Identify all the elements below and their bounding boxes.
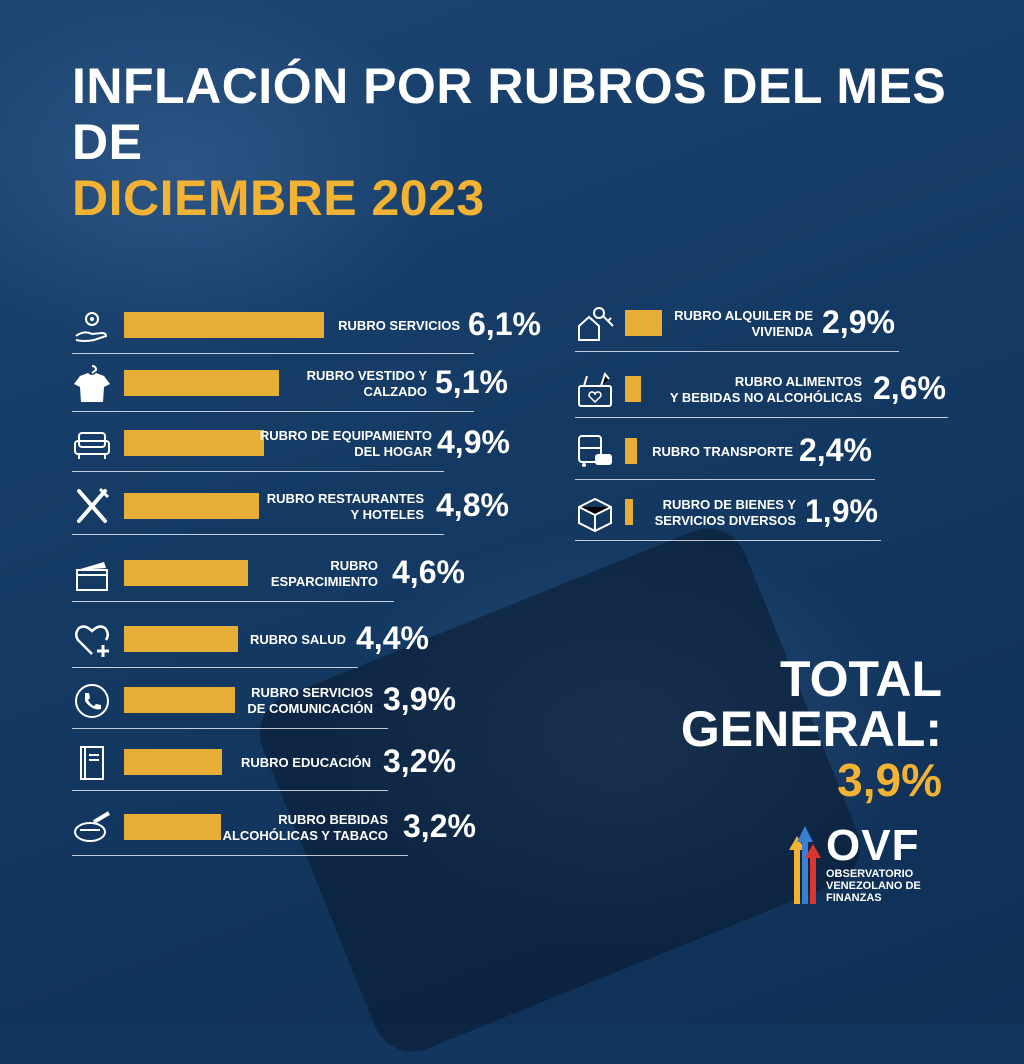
- box-icon: [575, 493, 615, 533]
- total-general: TOTAL GENERAL: 3,9%: [681, 654, 942, 806]
- fork-knife-icon: [72, 487, 112, 527]
- chart-bar: [124, 687, 235, 713]
- value-label: 5,1%: [435, 364, 508, 400]
- chart-bar: [625, 376, 641, 402]
- category-label: RUBRO VESTIDO Y CALZADO: [306, 368, 427, 399]
- category-label: RUBRO SERVICIOS: [338, 318, 460, 333]
- category-label: RUBRO TRANSPORTE: [652, 444, 793, 459]
- chart-row: RUBRO SERVICIOS DE COMUNICACIÓN 3,9%: [72, 673, 456, 729]
- title-line-1: INFLACIÓN POR RUBROS DEL MES DE: [72, 58, 947, 170]
- category-label: RUBRO DE EQUIPAMIENTO DEL HOGAR: [259, 428, 432, 459]
- chart-row: RUBRO DE EQUIPAMIENTO DEL HOGAR 4,9%: [72, 416, 510, 472]
- row-divider: [575, 540, 881, 541]
- value-label: 4,8%: [436, 487, 509, 523]
- chart-bar: [625, 310, 662, 336]
- category-label: RUBRO SALUD: [249, 632, 346, 647]
- category-label: RUBRO DE BIENES Y SERVICIOS DIVERSOS: [654, 497, 796, 528]
- row-divider: [575, 351, 899, 352]
- chart-bar: [124, 493, 259, 519]
- gear-hand-icon: [72, 306, 112, 346]
- chart-bar: [124, 370, 279, 396]
- value-label: 3,2%: [383, 743, 456, 779]
- row-divider: [72, 411, 474, 412]
- category-label: RUBRO ALIMENTOS Y BEBIDAS NO ALCOHÓLICAS: [669, 374, 862, 405]
- chart-row: RUBRO EDUCACIÓN 3,2%: [72, 735, 456, 791]
- total-value: 3,9%: [837, 754, 942, 806]
- chart-bar: [625, 438, 637, 464]
- row-divider: [72, 790, 388, 791]
- heart-cross-icon: [72, 620, 112, 660]
- phone-icon: [72, 681, 112, 721]
- chart-row: RUBRO DE BIENES Y SERVICIOS DIVERSOS 1,9%: [575, 485, 881, 541]
- value-label: 6,1%: [468, 306, 541, 342]
- row-divider: [72, 728, 388, 729]
- row-divider: [72, 471, 444, 472]
- value-label: 2,4%: [799, 432, 872, 468]
- row-divider: [72, 534, 444, 535]
- page-title: INFLACIÓN POR RUBROS DEL MES DE DICIEMBR…: [72, 58, 1024, 226]
- ashtray-icon: [72, 808, 112, 848]
- chart-bar: [124, 814, 221, 840]
- chart-row: RUBRO RESTAURANTES Y HOTELES 4,8%: [72, 479, 509, 535]
- value-label: 4,6%: [392, 554, 465, 590]
- chart-row: RUBRO VESTIDO Y CALZADO 5,1%: [72, 356, 508, 412]
- arrows-logo-icon: [789, 826, 821, 904]
- chart-bar: [625, 499, 633, 525]
- chart-row: RUBRO TRANSPORTE 2,4%: [575, 424, 875, 480]
- chart-bar: [124, 626, 238, 652]
- value-label: 4,9%: [437, 424, 510, 460]
- house-key-icon: [575, 304, 615, 344]
- total-label: TOTAL GENERAL:: [680, 651, 942, 757]
- chart-row: RUBRO SALUD 4,4%: [72, 612, 429, 668]
- title-line-2: DICIEMBRE 2023: [72, 170, 485, 226]
- chart-bar: [124, 312, 324, 338]
- chart-bar: [124, 430, 264, 456]
- row-divider: [72, 667, 358, 668]
- category-label: RUBRO ALQUILER DE VIVIENDA: [674, 308, 813, 339]
- chart-row: RUBRO ALIMENTOS Y BEBIDAS NO ALCOHÓLICAS…: [575, 362, 948, 418]
- value-label: 2,6%: [873, 370, 946, 406]
- sofa-icon: [72, 424, 112, 464]
- row-divider: [72, 601, 394, 602]
- category-label: RUBRO ESPARCIMIENTO: [270, 558, 378, 589]
- value-label: 4,4%: [356, 620, 429, 656]
- category-label: RUBRO SERVICIOS DE COMUNICACIÓN: [247, 685, 373, 716]
- book-icon: [72, 743, 112, 783]
- value-label: 1,9%: [805, 493, 878, 529]
- chart-row: RUBRO SERVICIOS 6,1%: [72, 298, 541, 354]
- row-divider: [72, 353, 474, 354]
- chart-row: RUBRO ALQUILER DE VIVIENDA 2,9%: [575, 296, 899, 352]
- category-label: RUBRO RESTAURANTES Y HOTELES: [266, 491, 424, 522]
- row-divider: [575, 417, 948, 418]
- value-label: 2,9%: [822, 304, 895, 340]
- ovf-logo: OVF OBSERVATORIO VENEZOLANO DE FINANZAS: [788, 824, 948, 908]
- chart-bar: [124, 560, 248, 586]
- bus-car-icon: [575, 432, 615, 472]
- chart-bar: [124, 749, 222, 775]
- category-label: RUBRO BEBIDAS ALCOHÓLICAS Y TABACO: [222, 812, 388, 843]
- row-divider: [72, 855, 408, 856]
- chart-row: RUBRO ESPARCIMIENTO 4,6%: [72, 546, 465, 602]
- row-divider: [575, 479, 875, 480]
- shirt-hanger-icon: [72, 364, 112, 404]
- chart-row: RUBRO BEBIDAS ALCOHÓLICAS Y TABACO 3,2%: [72, 800, 476, 856]
- category-label: RUBRO EDUCACIÓN: [241, 755, 371, 770]
- value-label: 3,9%: [383, 681, 456, 717]
- grocery-basket-icon: [575, 370, 615, 410]
- logo-subtitle: OBSERVATORIO VENEZOLANO DE FINANZAS: [826, 868, 921, 904]
- value-label: 3,2%: [403, 808, 476, 844]
- logo-wordmark: OVF: [826, 821, 920, 870]
- clapperboard-icon: [72, 554, 112, 594]
